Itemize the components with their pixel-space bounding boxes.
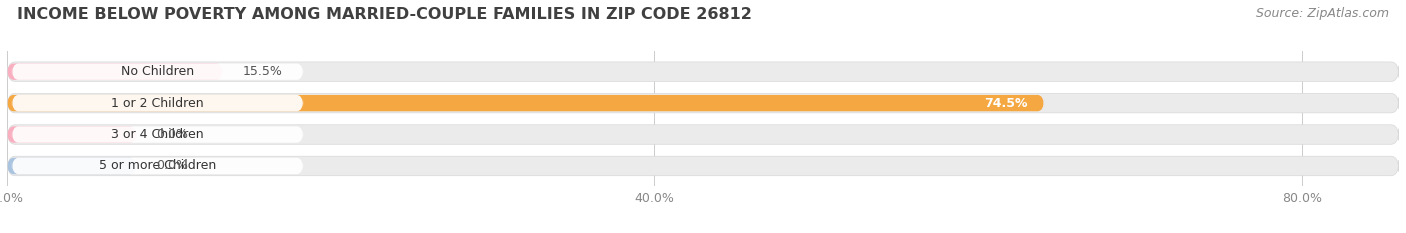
FancyBboxPatch shape [11, 126, 304, 143]
FancyBboxPatch shape [7, 158, 136, 174]
FancyBboxPatch shape [7, 93, 1399, 113]
FancyBboxPatch shape [11, 158, 304, 174]
Text: 0.0%: 0.0% [156, 128, 188, 141]
FancyBboxPatch shape [7, 62, 1399, 81]
Text: 3 or 4 Children: 3 or 4 Children [111, 128, 204, 141]
Text: Source: ZipAtlas.com: Source: ZipAtlas.com [1256, 7, 1389, 20]
Text: 74.5%: 74.5% [984, 97, 1028, 110]
Text: No Children: No Children [121, 65, 194, 78]
FancyBboxPatch shape [7, 125, 1399, 144]
FancyBboxPatch shape [11, 64, 304, 80]
FancyBboxPatch shape [7, 64, 222, 80]
FancyBboxPatch shape [7, 95, 1045, 111]
FancyBboxPatch shape [11, 95, 304, 111]
FancyBboxPatch shape [7, 126, 136, 143]
Text: INCOME BELOW POVERTY AMONG MARRIED-COUPLE FAMILIES IN ZIP CODE 26812: INCOME BELOW POVERTY AMONG MARRIED-COUPL… [17, 7, 752, 22]
FancyBboxPatch shape [7, 156, 1399, 176]
Text: 5 or more Children: 5 or more Children [98, 159, 217, 172]
Text: 15.5%: 15.5% [242, 65, 283, 78]
Text: 1 or 2 Children: 1 or 2 Children [111, 97, 204, 110]
Text: 0.0%: 0.0% [156, 159, 188, 172]
